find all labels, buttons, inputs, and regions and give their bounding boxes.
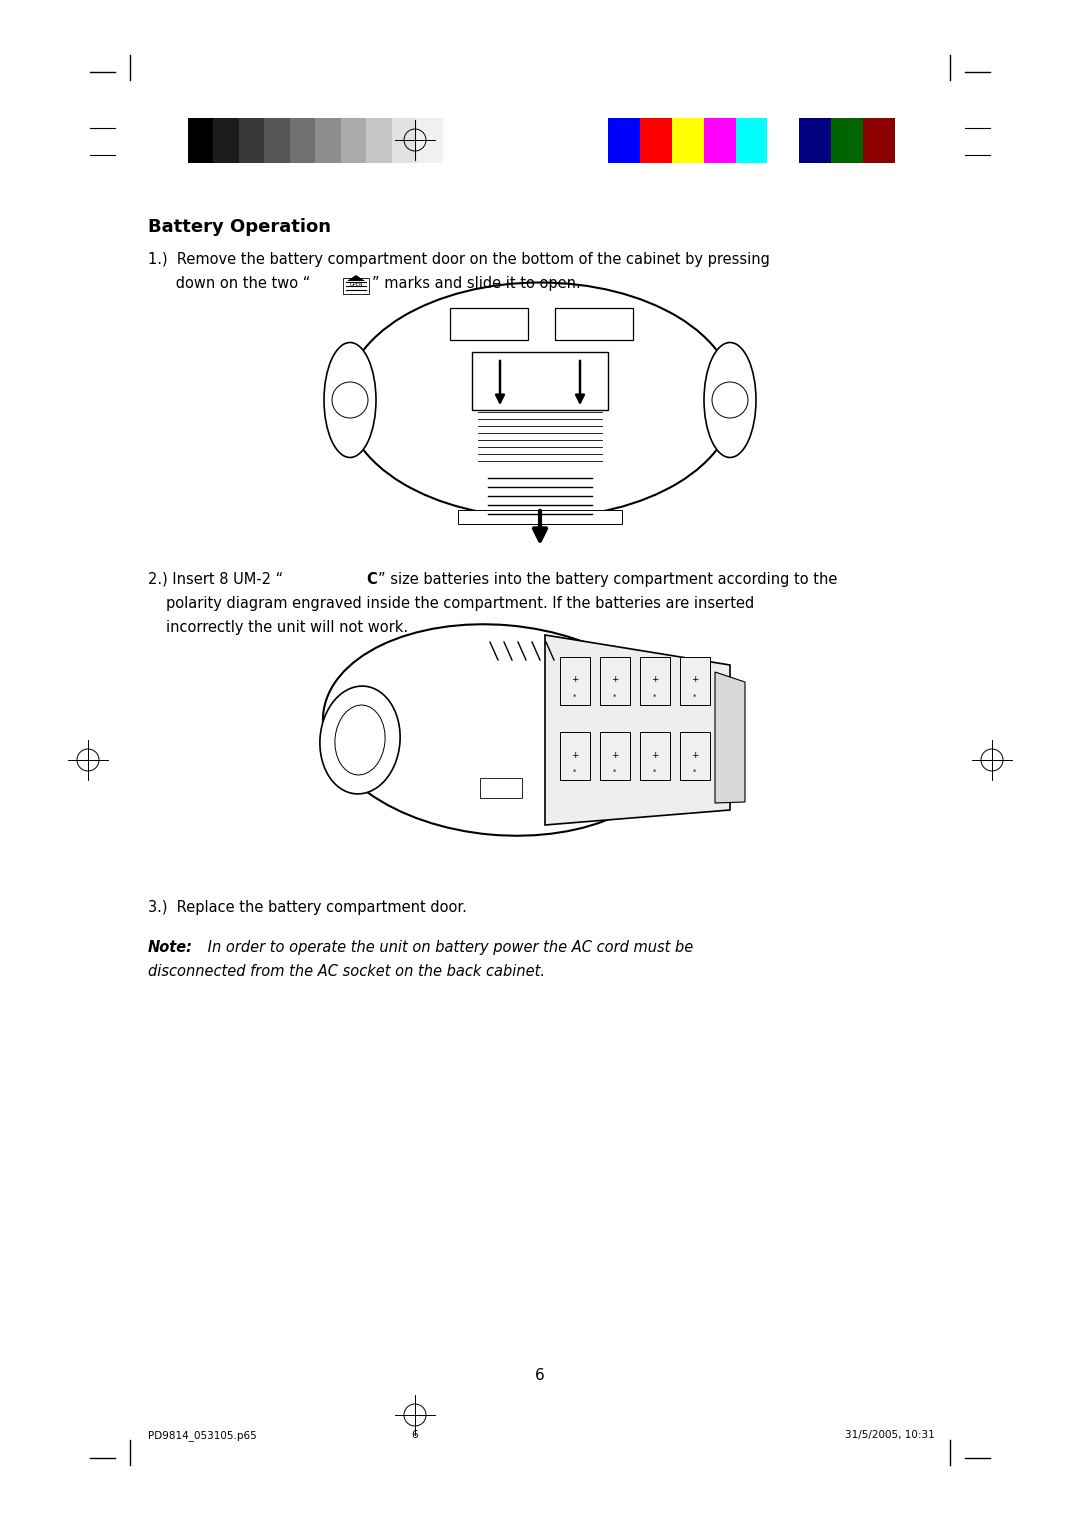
Bar xyxy=(600,732,630,779)
Text: 6: 6 xyxy=(411,1430,418,1439)
Text: OPEN: OPEN xyxy=(349,283,363,287)
Ellipse shape xyxy=(323,625,677,836)
Ellipse shape xyxy=(335,704,386,775)
Text: *: * xyxy=(653,769,657,775)
Bar xyxy=(315,118,340,163)
Bar xyxy=(472,351,608,410)
Bar xyxy=(366,118,392,163)
Text: +: + xyxy=(651,750,659,759)
Bar xyxy=(640,657,670,704)
Text: 1.)  Remove the battery compartment door on the bottom of the cabinet by pressin: 1.) Remove the battery compartment door … xyxy=(148,252,770,267)
Bar xyxy=(832,118,863,163)
Bar xyxy=(265,118,289,163)
Text: +: + xyxy=(691,675,699,685)
Text: *: * xyxy=(693,694,697,700)
Text: *: * xyxy=(573,694,577,700)
Text: +: + xyxy=(651,675,659,685)
Bar xyxy=(343,278,369,293)
Ellipse shape xyxy=(345,283,735,518)
Text: +: + xyxy=(691,750,699,759)
Bar xyxy=(640,732,670,779)
Bar xyxy=(561,657,590,704)
Ellipse shape xyxy=(324,342,376,457)
Text: polarity diagram engraved inside the compartment. If the batteries are inserted: polarity diagram engraved inside the com… xyxy=(166,596,754,611)
Polygon shape xyxy=(347,275,365,281)
Text: +: + xyxy=(611,750,619,759)
Bar xyxy=(768,118,799,163)
Text: +: + xyxy=(611,675,619,685)
Text: +: + xyxy=(571,675,579,685)
Text: 6: 6 xyxy=(535,1368,545,1383)
Text: ” size batteries into the battery compartment according to the: ” size batteries into the battery compar… xyxy=(378,571,837,587)
Bar xyxy=(443,118,468,163)
Ellipse shape xyxy=(704,342,756,457)
Text: 3.)  Replace the battery compartment door.: 3.) Replace the battery compartment door… xyxy=(148,900,467,915)
Bar xyxy=(555,309,633,341)
Text: +: + xyxy=(571,750,579,759)
Bar xyxy=(458,510,622,524)
Polygon shape xyxy=(715,672,745,804)
Text: incorrectly the unit will not work.: incorrectly the unit will not work. xyxy=(166,620,408,636)
Bar xyxy=(639,118,672,163)
Bar xyxy=(214,118,239,163)
Bar xyxy=(680,732,710,779)
Text: In order to operate the unit on battery power the AC cord must be: In order to operate the unit on battery … xyxy=(203,940,693,955)
Text: Battery Operation: Battery Operation xyxy=(148,219,330,235)
Text: *: * xyxy=(613,769,617,775)
Bar xyxy=(417,118,443,163)
Text: PD9814_053105.p65: PD9814_053105.p65 xyxy=(148,1430,257,1441)
Bar xyxy=(392,118,417,163)
Text: Note:: Note: xyxy=(148,940,193,955)
Text: *: * xyxy=(573,769,577,775)
Text: *: * xyxy=(653,694,657,700)
Text: down on the two “: down on the two “ xyxy=(148,277,310,290)
Text: *: * xyxy=(613,694,617,700)
Bar xyxy=(561,732,590,779)
Bar xyxy=(680,657,710,704)
Bar xyxy=(608,118,639,163)
Text: C: C xyxy=(366,571,377,587)
Bar xyxy=(799,118,832,163)
Bar xyxy=(863,118,895,163)
Text: 2.) Insert 8 UM-2 “: 2.) Insert 8 UM-2 “ xyxy=(148,571,283,587)
Text: 31/5/2005, 10:31: 31/5/2005, 10:31 xyxy=(846,1430,935,1439)
Polygon shape xyxy=(545,636,730,825)
Text: *: * xyxy=(693,769,697,775)
Bar xyxy=(600,657,630,704)
Bar xyxy=(188,118,214,163)
Bar xyxy=(704,118,735,163)
Text: ” marks and slide it to open.: ” marks and slide it to open. xyxy=(372,277,581,290)
Bar xyxy=(289,118,315,163)
Bar xyxy=(735,118,768,163)
Bar xyxy=(480,778,522,798)
Bar xyxy=(340,118,366,163)
Bar xyxy=(672,118,704,163)
Bar xyxy=(450,309,528,341)
Bar xyxy=(239,118,265,163)
Text: disconnected from the AC socket on the back cabinet.: disconnected from the AC socket on the b… xyxy=(148,964,545,979)
Ellipse shape xyxy=(320,686,400,795)
